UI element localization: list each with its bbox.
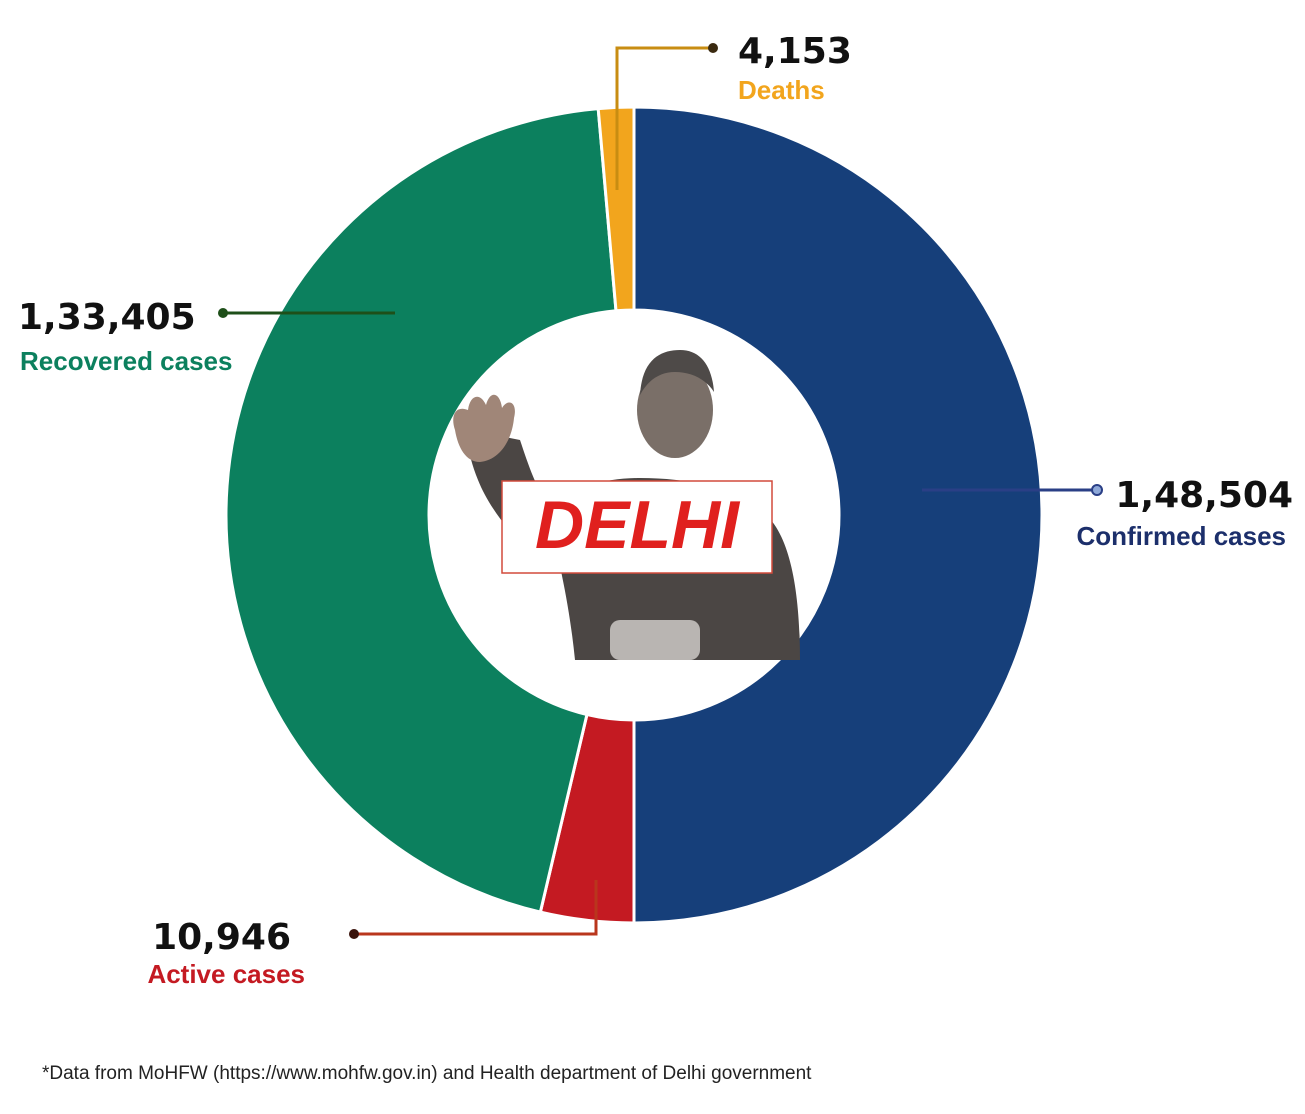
deaths-label: Deaths (738, 75, 825, 105)
slice-confirmed (632, 105, 1044, 925)
slice-recovered (224, 106, 618, 914)
delhi-badge-text: DELHI (535, 487, 741, 563)
source-footnote: *Data from MoHFW (https://www.mohfw.gov.… (42, 1063, 812, 1084)
slice-deaths (596, 105, 636, 313)
active-value: 10,946 (152, 917, 291, 958)
leader-dot-recovered (218, 308, 228, 318)
confirmed-value: 1,48,504 (1115, 475, 1293, 516)
slice-labels: 4,153 Deaths 1,33,405 Recovered cases 1,… (18, 31, 1293, 989)
leader-line-active (354, 880, 598, 936)
center-illustration: DELHI (453, 350, 800, 660)
deaths-value: 4,153 (738, 31, 852, 72)
leader-dot-deaths (708, 43, 718, 53)
leader-line-deaths (615, 46, 713, 190)
recovered-label: Recovered cases (20, 346, 232, 376)
active-label: Active cases (147, 959, 305, 989)
leader-lines (218, 43, 1103, 939)
donut-slices (224, 105, 1044, 925)
confirmed-label: Confirmed cases (1076, 521, 1286, 551)
recovered-value: 1,33,405 (18, 297, 196, 338)
leader-dot-confirmed (1091, 484, 1103, 496)
delhi-badge-box (501, 480, 773, 574)
leader-dot-active (349, 929, 359, 939)
